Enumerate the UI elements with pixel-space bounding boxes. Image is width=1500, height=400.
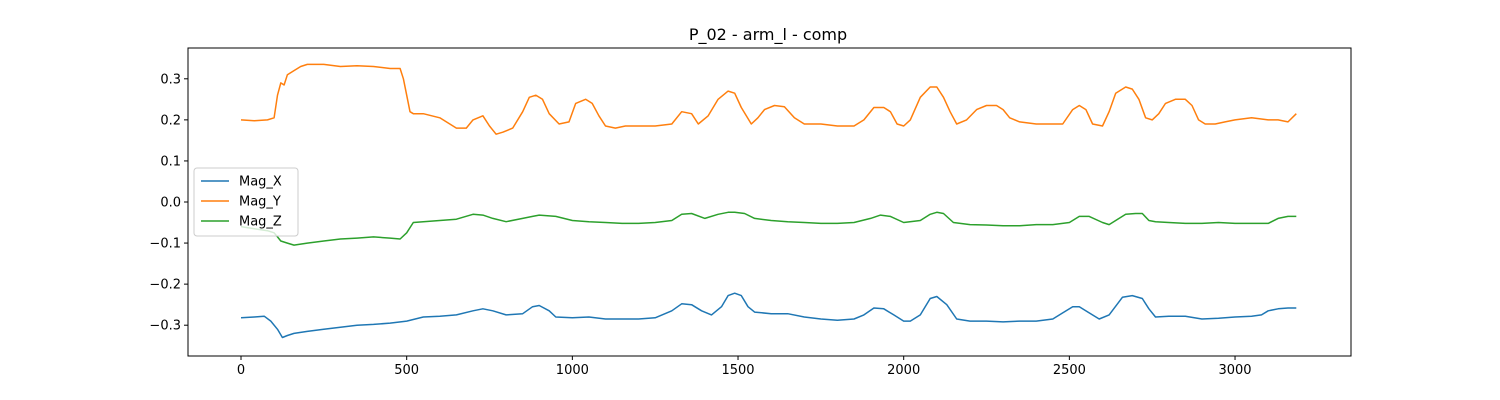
series-line-mag-x <box>240 292 1297 339</box>
x-tick-label: 2500 <box>1053 363 1086 378</box>
y-tick-label: 0.0 <box>160 196 181 211</box>
y-axis: −0.3 −0.2 −0.1 0.0 0.1 0.2 0.3 <box>149 72 188 334</box>
x-tick-label: 1000 <box>556 363 589 378</box>
x-tick-label: 2000 <box>887 363 920 378</box>
y-tick-label: −0.2 <box>149 278 181 293</box>
x-tick-label: 1500 <box>721 363 754 378</box>
series-line-mag-y <box>240 63 1297 135</box>
legend-label: Mag_X <box>239 175 282 190</box>
y-tick-label: 0.3 <box>160 72 181 87</box>
legend-label: Mag_Y <box>239 195 281 210</box>
y-tick-label: 0.2 <box>160 113 181 128</box>
legend: Mag_X Mag_Y Mag_Z <box>193 167 299 237</box>
x-axis: 0 500 1000 1500 2000 2500 3000 <box>237 356 1252 378</box>
x-tick-label: 3000 <box>1218 363 1251 378</box>
legend-box <box>193 167 299 237</box>
legend-label: Mag_Z <box>239 215 282 230</box>
series-layer <box>240 63 1297 339</box>
y-tick-label: −0.3 <box>149 319 181 334</box>
chart-title: P_02 - arm_l - comp <box>689 25 847 45</box>
y-tick-label: 0.1 <box>160 154 181 169</box>
y-tick-label: −0.1 <box>149 237 181 252</box>
x-tick-label: 500 <box>394 363 419 378</box>
x-tick-label: 0 <box>237 363 245 378</box>
series-line-mag-z <box>240 211 1297 246</box>
